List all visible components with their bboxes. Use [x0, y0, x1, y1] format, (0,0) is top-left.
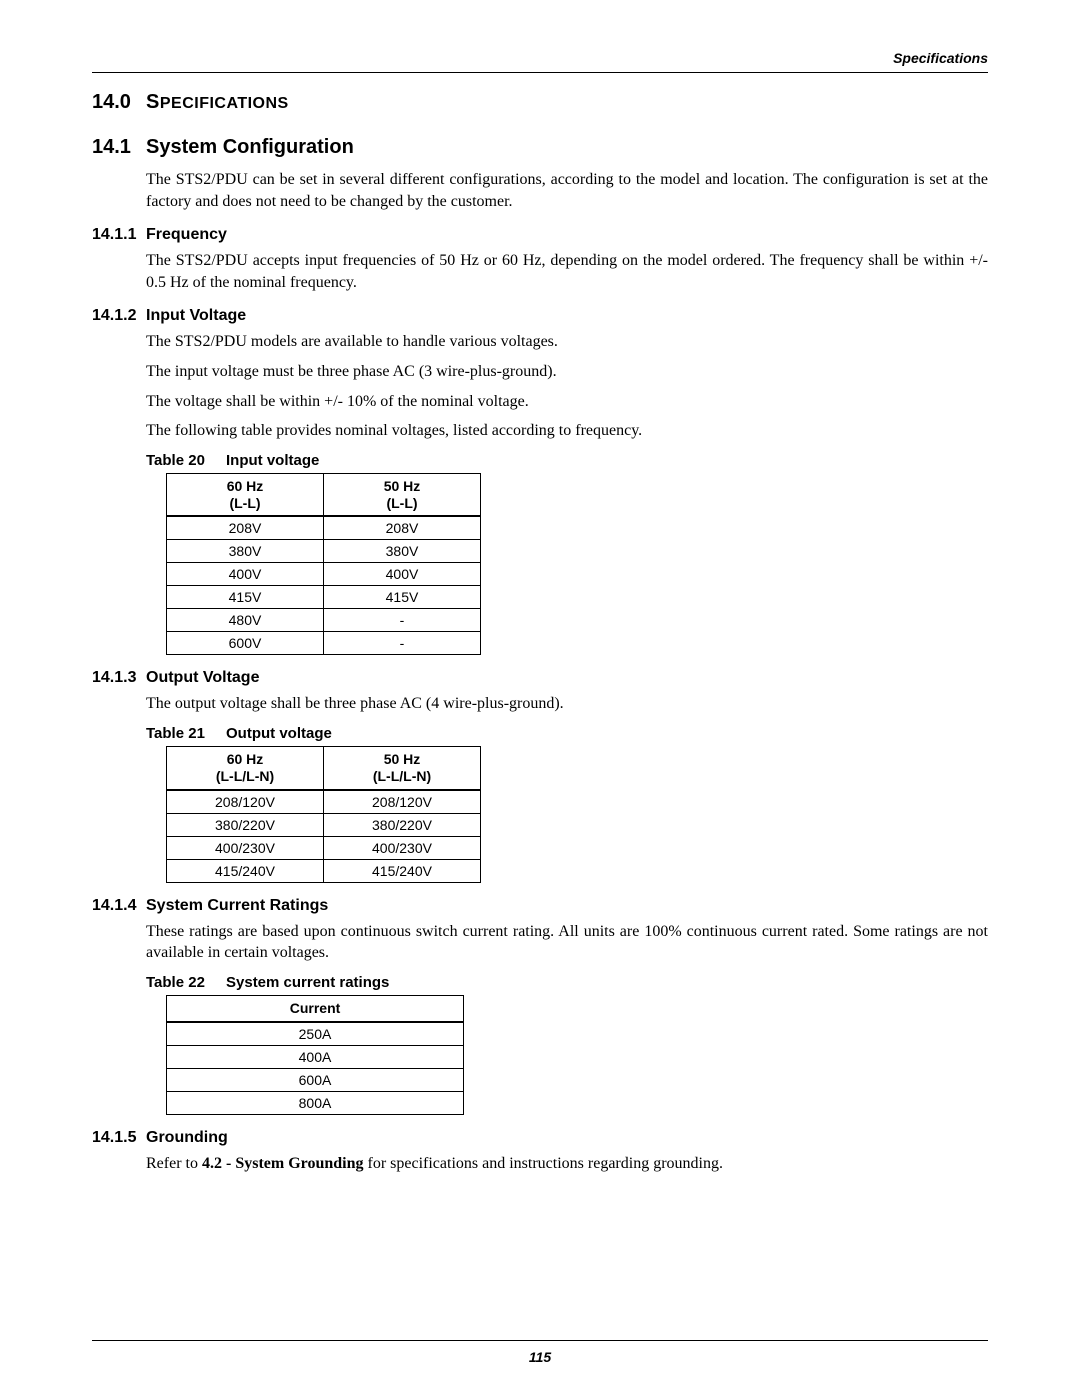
table-row: 380V380V: [167, 540, 481, 563]
table-cell: 400V: [324, 563, 481, 586]
paragraph: These ratings are based upon continuous …: [146, 921, 988, 964]
table-cell: 380V: [167, 540, 324, 563]
table-cell: 480V: [167, 609, 324, 632]
heading-14-1-3: 14.1.3Output Voltage: [92, 669, 988, 687]
table-cell: 415V: [324, 586, 481, 609]
heading-title: Grounding: [146, 1129, 228, 1146]
table-row: 415V415V: [167, 586, 481, 609]
table-20-caption: Table 20Input voltage: [146, 452, 988, 469]
table-cell: 208/120V: [167, 790, 324, 814]
table-21-caption: Table 21Output voltage: [146, 725, 988, 742]
table-cell: 208/120V: [324, 790, 481, 814]
heading-14-1-5: 14.1.5Grounding: [92, 1129, 988, 1147]
table-cell: 208V: [167, 516, 324, 540]
heading-14-0: 14.0SPECIFICATIONS: [92, 91, 988, 114]
table-row: 400A: [167, 1045, 464, 1068]
heading-num: 14.1.2: [92, 307, 146, 325]
table-cell: -: [324, 632, 481, 655]
heading-num: 14.1.5: [92, 1129, 146, 1147]
table-cell: 600A: [167, 1068, 464, 1091]
heading-title: Input Voltage: [146, 307, 246, 324]
text: for specifications and instructions rega…: [364, 1155, 723, 1172]
table-22: Current 250A400A600A800A: [166, 995, 464, 1115]
heading-num: 14.0: [92, 91, 146, 114]
heading-num: 14.1.3: [92, 669, 146, 687]
heading-title: System Current Ratings: [146, 897, 328, 914]
table-row: 208/120V208/120V: [167, 790, 481, 814]
table-row: 380/220V380/220V: [167, 813, 481, 836]
paragraph: The STS2/PDU models are available to han…: [146, 331, 988, 353]
page-number: 115: [0, 1349, 1080, 1365]
paragraph: The following table provides nominal vol…: [146, 420, 988, 442]
table-22-body: 250A400A600A800A: [167, 1022, 464, 1115]
heading-title: Output Voltage: [146, 669, 259, 686]
table-row: 208V208V: [167, 516, 481, 540]
top-rule: [92, 72, 988, 73]
table-cell: 400/230V: [167, 836, 324, 859]
table-cell: 415/240V: [324, 859, 481, 882]
table-row: 600V-: [167, 632, 481, 655]
paragraph: The voltage shall be within +/- 10% of t…: [146, 391, 988, 413]
table-row: 600A: [167, 1068, 464, 1091]
table-header: 60 Hz(L-L/L-N): [167, 746, 324, 789]
table-cell: 250A: [167, 1022, 464, 1046]
table-label: Table 22: [146, 974, 226, 991]
table-cell: 380V: [324, 540, 481, 563]
table-row: 250A: [167, 1022, 464, 1046]
table-cell: 415V: [167, 586, 324, 609]
text: Refer to: [146, 1155, 202, 1172]
table-20-body: 208V208V380V380V400V400V415V415V480V-600…: [167, 516, 481, 655]
table-title: Input voltage: [226, 452, 319, 469]
heading-title: SPECIFICATIONS: [146, 91, 289, 113]
paragraph: The input voltage must be three phase AC…: [146, 361, 988, 383]
table-header: 50 Hz(L-L/L-N): [324, 746, 481, 789]
table-title: Output voltage: [226, 725, 332, 742]
heading-14-1-1: 14.1.1Frequency: [92, 226, 988, 244]
heading-14-1-4: 14.1.4System Current Ratings: [92, 897, 988, 915]
page: Specifications 14.0SPECIFICATIONS 14.1Sy…: [0, 0, 1080, 1397]
table-cell: -: [324, 609, 481, 632]
footer-rule: [92, 1340, 988, 1341]
heading-num: 14.1.1: [92, 226, 146, 244]
table-title: System current ratings: [226, 974, 389, 991]
table-cell: 800A: [167, 1091, 464, 1114]
table-header: 60 Hz(L-L): [167, 473, 324, 516]
paragraph: The STS2/PDU can be set in several diffe…: [146, 169, 988, 212]
table-row: 400V400V: [167, 563, 481, 586]
table-row: 400/230V400/230V: [167, 836, 481, 859]
paragraph: The output voltage shall be three phase …: [146, 693, 988, 715]
table-21: 60 Hz(L-L/L-N) 50 Hz(L-L/L-N) 208/120V20…: [166, 746, 481, 883]
running-head: Specifications: [92, 50, 988, 66]
cross-reference: 4.2 - System Grounding: [202, 1155, 364, 1172]
paragraph: Refer to 4.2 - System Grounding for spec…: [146, 1153, 988, 1175]
table-label: Table 21: [146, 725, 226, 742]
table-row: 480V-: [167, 609, 481, 632]
heading-14-1-2: 14.1.2Input Voltage: [92, 307, 988, 325]
table-cell: 400A: [167, 1045, 464, 1068]
table-row: 415/240V415/240V: [167, 859, 481, 882]
table-cell: 400V: [167, 563, 324, 586]
table-cell: 380/220V: [324, 813, 481, 836]
heading-14-1: 14.1System Configuration: [92, 136, 988, 159]
table-cell: 380/220V: [167, 813, 324, 836]
table-header: 50 Hz(L-L): [324, 473, 481, 516]
table-label: Table 20: [146, 452, 226, 469]
heading-num: 14.1: [92, 136, 146, 159]
heading-title: Frequency: [146, 226, 227, 243]
table-row: 800A: [167, 1091, 464, 1114]
table-cell: 400/230V: [324, 836, 481, 859]
table-cell: 208V: [324, 516, 481, 540]
table-cell: 600V: [167, 632, 324, 655]
table-cell: 415/240V: [167, 859, 324, 882]
table-20: 60 Hz(L-L) 50 Hz(L-L) 208V208V380V380V40…: [166, 473, 481, 656]
heading-title: System Configuration: [146, 136, 354, 158]
heading-num: 14.1.4: [92, 897, 146, 915]
table-22-caption: Table 22System current ratings: [146, 974, 988, 991]
table-21-body: 208/120V208/120V380/220V380/220V400/230V…: [167, 790, 481, 883]
paragraph: The STS2/PDU accepts input frequencies o…: [146, 250, 988, 293]
table-header: Current: [167, 995, 464, 1021]
